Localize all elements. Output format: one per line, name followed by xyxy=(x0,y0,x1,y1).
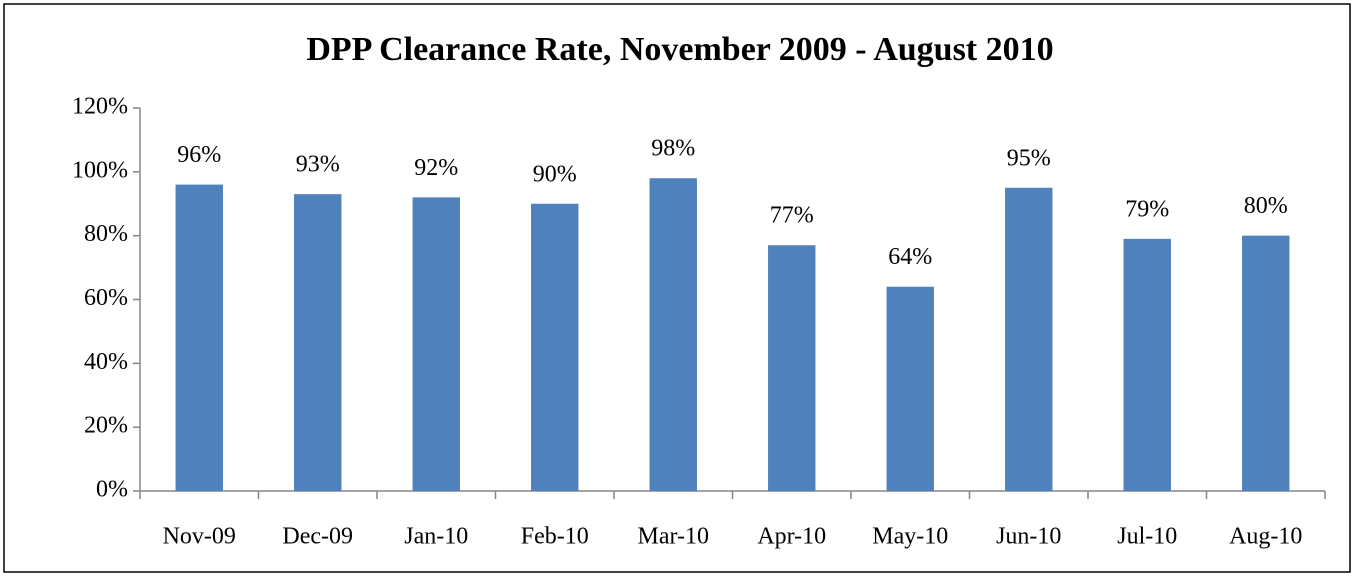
y-tick-label: 0% xyxy=(96,477,128,503)
data-label: 95% xyxy=(1007,145,1051,171)
x-tick-label: Jan-10 xyxy=(404,524,468,550)
data-label: 90% xyxy=(533,161,577,187)
data-label: 92% xyxy=(414,155,458,181)
bar xyxy=(649,178,697,491)
x-tick-label: Aug-10 xyxy=(1229,524,1302,550)
x-tick-label: May-10 xyxy=(872,524,948,550)
x-tick-label: Apr-10 xyxy=(757,524,826,550)
bar xyxy=(1242,235,1290,491)
x-tick-label: Jul-10 xyxy=(1117,524,1177,550)
bar xyxy=(1005,187,1053,491)
bar xyxy=(531,203,579,491)
x-tick-label: Nov-09 xyxy=(163,524,236,550)
bar xyxy=(1123,238,1171,491)
y-tick-label: 100% xyxy=(72,157,128,183)
bar xyxy=(886,286,934,491)
y-tick-label: 40% xyxy=(84,349,128,375)
y-tick-label: 80% xyxy=(84,221,128,247)
data-label: 79% xyxy=(1125,196,1169,222)
data-label: 77% xyxy=(770,203,814,229)
y-tick-label: 120% xyxy=(72,94,128,120)
data-label: 64% xyxy=(888,244,932,270)
bar xyxy=(294,194,342,492)
x-tick-label: Jun-10 xyxy=(996,524,1061,550)
data-label: 80% xyxy=(1244,193,1288,219)
bar xyxy=(412,197,460,491)
bar xyxy=(768,245,816,491)
x-tick-label: Dec-09 xyxy=(282,524,353,550)
data-label: 96% xyxy=(177,142,221,168)
chart-title: DPP Clearance Rate, November 2009 - Augu… xyxy=(306,31,1053,68)
data-label: 98% xyxy=(651,136,695,162)
x-tick-label: Feb-10 xyxy=(521,524,589,550)
bar xyxy=(175,184,223,491)
data-label: 93% xyxy=(296,152,340,178)
x-tick-label: Mar-10 xyxy=(638,524,710,550)
y-tick-label: 20% xyxy=(84,413,128,439)
y-tick-label: 60% xyxy=(84,285,128,311)
